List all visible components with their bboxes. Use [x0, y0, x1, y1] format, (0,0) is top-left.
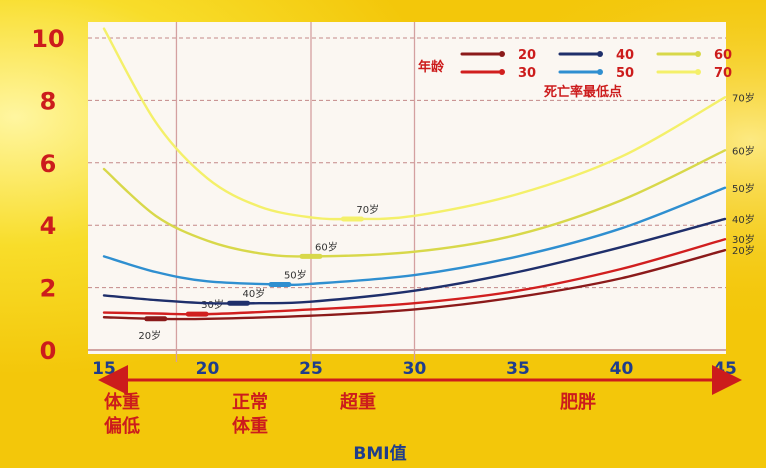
- min-label-20: 20岁: [138, 329, 161, 342]
- x-axis-label: BMI值: [353, 443, 406, 464]
- min-label-30: 30岁: [201, 298, 224, 311]
- x-tick-35: 35: [506, 359, 530, 379]
- end-label-20: 20岁: [732, 244, 755, 257]
- legend-title: 年龄: [418, 59, 445, 75]
- legend-label-40: 40: [616, 48, 634, 63]
- legend-dot-30: [499, 69, 505, 75]
- legend-dot-50: [597, 69, 603, 75]
- y-tick-labels: 0 2 4 6 8 10: [31, 25, 64, 365]
- series-line-40: [102, 217, 727, 305]
- y-tick-4: 4: [40, 212, 57, 240]
- y-tick-8: 8: [40, 87, 57, 115]
- min-label-50: 50岁: [284, 268, 307, 281]
- series-line-20: [102, 248, 727, 321]
- series-line-60: [102, 149, 727, 258]
- end-label-60: 60岁: [732, 144, 755, 157]
- legend-label-30: 30: [518, 66, 536, 81]
- x-tick-25: 25: [299, 359, 323, 379]
- category-label-1-line-0: 正常: [232, 391, 268, 413]
- x-tick-15: 15: [92, 359, 116, 379]
- legend-label-20: 20: [518, 48, 536, 63]
- y-tick-2: 2: [40, 275, 57, 303]
- x-tick-45: 45: [713, 359, 737, 379]
- end-label-50: 50岁: [732, 182, 755, 195]
- category-label-0-line-0: 体重: [104, 391, 140, 413]
- legend-label-60: 60: [714, 48, 732, 63]
- min-label-70: 70岁: [356, 203, 379, 216]
- y-tick-0: 0: [40, 337, 57, 365]
- x-tick-40: 40: [610, 359, 634, 379]
- x-tick-20: 20: [196, 359, 220, 379]
- category-label-1-line-1: 体重: [232, 415, 268, 437]
- y-tick-10: 10: [31, 25, 64, 53]
- legend-dot-20: [499, 51, 505, 57]
- plot-panel: [88, 22, 726, 354]
- series-line-50: [102, 186, 727, 287]
- x-tick-30: 30: [403, 359, 427, 379]
- end-label-40: 40岁: [732, 213, 755, 226]
- legend-label-50: 50: [616, 66, 634, 81]
- category-label-0-line-1: 偏低: [104, 415, 140, 437]
- end-label-30: 30岁: [732, 233, 755, 246]
- category-label-3-line-0: 肥胖: [559, 391, 596, 413]
- min-label-60: 60岁: [315, 240, 338, 253]
- series-line-30: [102, 238, 727, 316]
- legend: 年龄 20 30 40 50 60 70 死亡率最低点: [418, 48, 732, 100]
- min-label-40: 40岁: [243, 287, 266, 300]
- vertical-lines: [175, 22, 416, 362]
- grid-layer: [88, 37, 726, 351]
- legend-dot-70: [695, 69, 701, 75]
- category-label-2-line-0: 超重: [340, 391, 376, 413]
- legend-dot-60: [695, 51, 701, 57]
- end-label-70: 70岁: [732, 91, 755, 104]
- y-tick-6: 6: [40, 150, 57, 178]
- legend-label-70: 70: [714, 66, 732, 81]
- legend-note: 死亡率最低点: [544, 84, 622, 100]
- legend-dot-40: [597, 51, 603, 57]
